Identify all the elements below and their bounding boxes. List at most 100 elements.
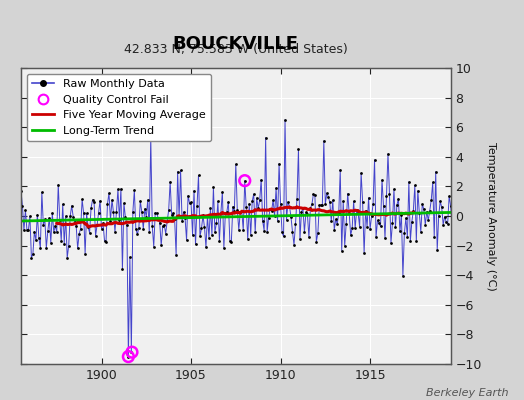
Point	[158, 223, 167, 230]
Point	[369, 201, 377, 208]
Point	[54, 182, 62, 188]
Point	[170, 216, 179, 222]
Point	[394, 195, 402, 202]
Point	[272, 185, 280, 191]
Point	[344, 190, 352, 197]
Point	[383, 193, 391, 199]
Point	[117, 186, 125, 192]
Point	[212, 220, 221, 226]
Point	[274, 218, 282, 224]
Point	[184, 192, 192, 199]
Point	[251, 229, 259, 235]
Point	[324, 193, 333, 200]
Point	[52, 229, 61, 235]
Legend: Raw Monthly Data, Quality Control Fail, Five Year Moving Average, Long-Term Tren: Raw Monthly Data, Quality Control Fail, …	[27, 74, 212, 141]
Point	[90, 198, 99, 205]
Point	[282, 217, 291, 223]
Point	[187, 199, 195, 206]
Point	[267, 208, 276, 214]
Point	[452, 194, 461, 200]
Point	[81, 250, 89, 257]
Point	[66, 213, 74, 220]
Point	[77, 226, 85, 232]
Point	[355, 224, 364, 230]
Point	[433, 247, 441, 254]
Point	[336, 167, 344, 173]
Point	[129, 209, 137, 215]
Point	[221, 210, 230, 216]
Point	[97, 226, 106, 232]
Point	[190, 187, 198, 194]
Point	[136, 198, 145, 204]
Point	[20, 227, 28, 233]
Point	[297, 209, 305, 215]
Point	[60, 240, 69, 247]
Point	[130, 187, 138, 194]
Point	[388, 220, 397, 226]
Point	[84, 224, 92, 230]
Point	[233, 207, 242, 213]
Point	[408, 218, 416, 225]
Point	[82, 210, 91, 217]
Point	[362, 207, 370, 214]
Point	[332, 216, 340, 222]
Point	[450, 192, 458, 198]
Point	[215, 238, 224, 244]
Point	[121, 214, 129, 220]
Point	[203, 213, 212, 219]
Point	[199, 212, 207, 219]
Point	[281, 117, 289, 123]
Point	[327, 218, 335, 224]
Point	[227, 239, 235, 246]
Point	[232, 161, 240, 167]
Point	[80, 210, 88, 216]
Point	[291, 221, 300, 227]
Point	[436, 198, 444, 204]
Point	[27, 254, 36, 261]
Point	[339, 198, 347, 204]
Point	[18, 203, 27, 210]
Point	[236, 209, 245, 215]
Point	[206, 205, 215, 211]
Point	[94, 210, 103, 216]
Point	[21, 207, 30, 214]
Point	[110, 209, 118, 216]
Point	[367, 213, 376, 220]
Point	[142, 214, 150, 220]
Point	[156, 220, 164, 226]
Point	[266, 206, 274, 213]
Point	[115, 216, 124, 223]
Point	[70, 219, 79, 225]
Point	[96, 198, 104, 204]
Point	[397, 211, 406, 218]
Point	[337, 247, 346, 254]
Point	[381, 235, 389, 241]
Point	[341, 242, 349, 249]
Point	[209, 184, 217, 190]
Point	[200, 224, 209, 230]
Point	[127, 349, 136, 355]
Point	[63, 254, 71, 261]
Point	[228, 204, 237, 210]
Title: BOUCKVILLE: BOUCKVILLE	[173, 34, 299, 52]
Point	[409, 208, 418, 214]
Point	[420, 206, 428, 212]
Point	[276, 200, 285, 207]
Point	[306, 205, 314, 212]
Point	[178, 218, 186, 225]
Point	[123, 222, 131, 228]
Point	[30, 228, 39, 235]
Point	[405, 179, 413, 185]
Point	[145, 229, 154, 235]
Point	[413, 188, 422, 194]
Point	[244, 236, 252, 243]
Point	[443, 221, 452, 227]
Point	[312, 238, 321, 245]
Point	[89, 196, 97, 203]
Point	[64, 242, 73, 249]
Point	[248, 198, 256, 204]
Point	[370, 156, 379, 163]
Point	[185, 200, 194, 206]
Point	[376, 223, 385, 230]
Point	[9, 221, 18, 227]
